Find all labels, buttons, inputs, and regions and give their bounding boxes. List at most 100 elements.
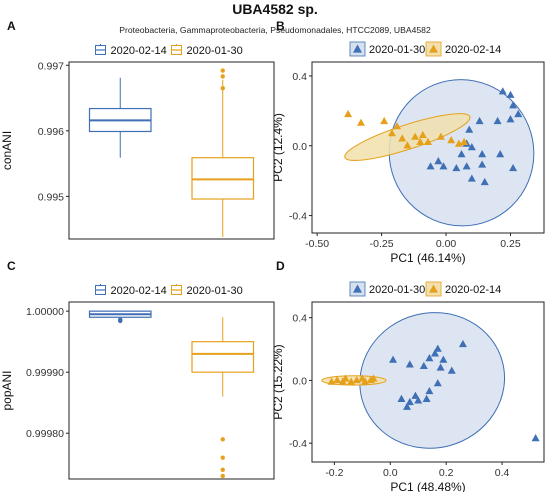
data-point-triangle — [356, 118, 365, 126]
box-outlier — [220, 68, 225, 73]
panel-letter: B — [276, 19, 285, 33]
legend-label: 2020-02-14 — [111, 45, 167, 57]
legend-label: 2020-02-14 — [445, 284, 501, 296]
legend-label: 2020-01-30 — [369, 284, 425, 296]
legend-label: 2020-02-14 — [445, 44, 501, 56]
confidence-ellipse — [359, 312, 506, 449]
data-point-triangle — [403, 141, 412, 149]
x-axis-label: PC1 (48.48%) — [390, 480, 465, 492]
data-point-triangle — [458, 339, 467, 348]
data-point-triangle — [457, 150, 466, 158]
legend-label: 2020-01-30 — [187, 45, 243, 57]
data-point-triangle — [467, 174, 476, 182]
box-outlier — [220, 74, 225, 79]
data-point-triangle — [411, 391, 420, 399]
figure-title: UBA4582 sp. — [232, 1, 318, 17]
data-point-triangle — [393, 122, 402, 130]
data-point-triangle — [439, 162, 448, 170]
data-point-triangle — [425, 386, 434, 395]
data-point-triangle — [462, 162, 471, 170]
box-outlier — [220, 455, 225, 460]
x-tick-label: -0.2 — [325, 467, 343, 479]
y-tick-label: 0.0 — [292, 141, 307, 153]
data-point-triangle — [493, 116, 502, 125]
data-point-triangle — [333, 375, 342, 384]
data-point-triangle — [433, 344, 442, 352]
panel-c: C 2020-02-14 2020-01-30 0.99980 0.99990 1.000… — [0, 259, 275, 480]
data-point-triangle — [506, 115, 515, 123]
y-tick-label: 0.997 — [38, 60, 64, 72]
figure-subtitle: Proteobacteria, Gammaproteobacteria, Pse… — [119, 25, 431, 35]
box-outlier — [220, 86, 225, 91]
data-point-triangle — [405, 397, 414, 406]
panel-a: A 2020-02-14 2020-01-30 0.995 0.996 0.997 conA… — [0, 19, 275, 240]
data-point-triangle — [341, 374, 350, 382]
data-point-triangle — [387, 129, 396, 137]
y-tick-label: 1.00000 — [26, 306, 64, 318]
y-axis-label: conANI — [0, 131, 14, 170]
data-point-triangle — [434, 156, 443, 165]
data-point-triangle — [414, 396, 423, 404]
data-point-triangle — [480, 177, 489, 186]
plot-frame — [68, 301, 275, 480]
data-point-triangle — [389, 355, 398, 363]
panel-d: D 2020-01-30 2020-02-14 -0.2 0.0 0.2 0.4 -0.4 0.… — [271, 259, 545, 492]
y-axis-label: popANI — [0, 370, 14, 410]
data-point-triangle — [411, 132, 420, 140]
data-point-triangle — [405, 360, 414, 368]
data-point-triangle — [425, 354, 434, 362]
plot-area — [321, 312, 540, 449]
x-tick-label: 0.4 — [495, 467, 510, 479]
data-point-triangle — [506, 90, 515, 98]
data-point-triangle — [430, 349, 439, 357]
data-point-triangle — [447, 136, 456, 144]
y-tick-label: 0.4 — [292, 313, 307, 325]
y-tick-label: -0.4 — [289, 211, 307, 223]
data-point-triangle — [531, 434, 540, 442]
x-tick-label: -0.25 — [370, 238, 394, 250]
data-point-triangle — [422, 394, 431, 402]
data-point-triangle — [419, 361, 428, 370]
data-point-triangle — [452, 163, 461, 172]
data-point-triangle — [416, 137, 425, 146]
data-point-triangle — [496, 150, 505, 158]
plot-area — [344, 79, 535, 227]
data-point-triangle — [344, 109, 353, 118]
y-tick-label: 0.0 — [292, 375, 307, 387]
plot-frame — [68, 61, 275, 240]
box-body — [191, 341, 255, 373]
y-axis-label: PC2 (15.22%) — [271, 344, 285, 419]
box-outlier — [118, 318, 123, 324]
data-point-triangle — [514, 109, 523, 118]
data-point-triangle — [447, 366, 456, 374]
legend-label: 2020-01-30 — [369, 44, 425, 56]
legend-key-triangle — [429, 44, 438, 53]
data-point-triangle — [509, 101, 518, 109]
data-point-triangle — [403, 402, 412, 410]
data-point-triangle — [475, 116, 484, 125]
data-point-triangle — [380, 116, 389, 125]
data-point-triangle — [369, 374, 378, 382]
data-point-triangle — [467, 143, 476, 151]
panel-b: B 2020-01-30 2020-02-14 -0.50 -0.25 0.00 0.25 -… — [271, 19, 545, 265]
legend-label: 2020-01-30 — [187, 285, 243, 297]
y-tick-label: 0.4 — [292, 71, 307, 83]
data-point-triangle — [478, 150, 487, 158]
panel-letter: D — [276, 259, 285, 273]
legend-key-triangle — [429, 284, 438, 293]
x-axis-label: PC1 (46.14%) — [390, 251, 465, 265]
y-tick-label: -0.4 — [289, 438, 307, 450]
x-tick-label: 0.0 — [383, 467, 398, 479]
data-point-triangle — [397, 394, 406, 402]
data-point-triangle — [465, 125, 474, 133]
y-tick-label: 0.99990 — [26, 367, 64, 379]
panel-letter: A — [7, 19, 16, 33]
box-outlier — [220, 437, 225, 442]
data-point-triangle — [436, 132, 445, 140]
data-point-triangle — [436, 363, 445, 371]
y-tick-label: 0.99980 — [26, 428, 64, 440]
legend-label: 2020-02-14 — [111, 285, 167, 297]
data-point-triangle — [424, 137, 432, 146]
x-tick-label: 0.00 — [436, 238, 457, 250]
